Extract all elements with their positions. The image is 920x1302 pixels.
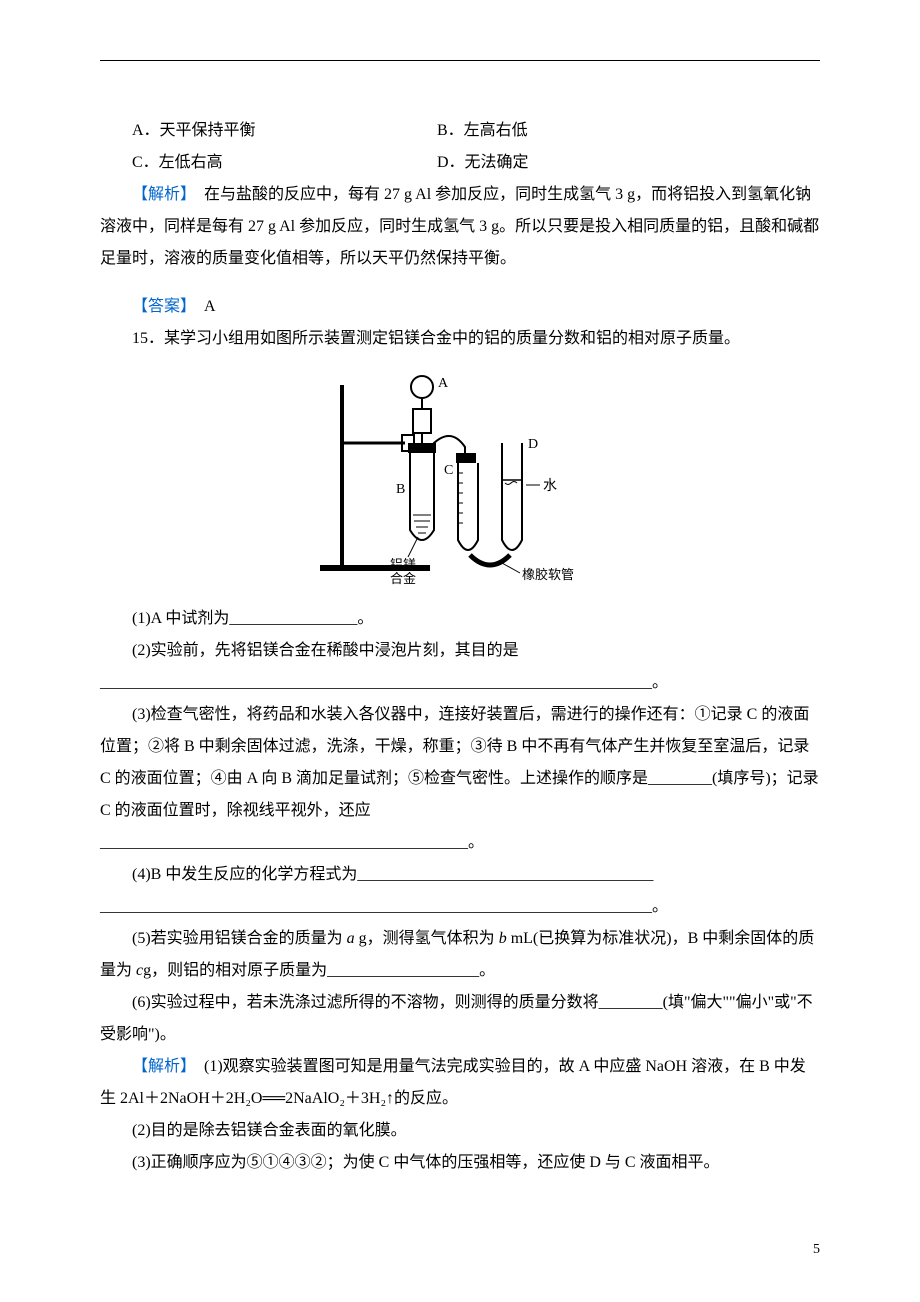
fig-label-b: B [396, 482, 405, 497]
fig-label-alloy-1: 铝镁 [390, 557, 416, 572]
q15-stem: 15．某学习小组用如图所示装置测定铝镁合金中的铝的质量分数和铝的相对原子质量。 [100, 323, 820, 355]
q15-p5-var-a: a [347, 930, 355, 947]
fig-label-alloy-2: 合金 [390, 571, 416, 585]
fig-label-c: C [444, 463, 453, 478]
q15-p4-blank: ________________________________________… [100, 891, 820, 923]
q15-p6: (6)实验过程中，若未洗涤过滤所得的不溶物，则测得的质量分数将________(… [100, 987, 820, 1051]
fig-label-a: A [438, 376, 449, 391]
option-d: D．无法确定 [437, 147, 820, 179]
q15-p3: (3)检查气密性，将药品和水装入各仪器中，连接好装置后，需进行的操作还有：①记录… [100, 699, 820, 827]
option-a: A．天平保持平衡 [132, 115, 437, 147]
analysis-label: 【解析】 [132, 186, 188, 203]
analysis2-l1-text: (1)观察实验装置图可知是用量气法完成实验目的，故 A 中应盛 NaOH 溶液，… [100, 1058, 806, 1107]
analysis-block: 【解析】 在与盐酸的反应中，每有 27 g Al 参加反应，同时生成氢气 3 g… [100, 179, 820, 275]
analysis2-l3: (3)正确顺序应为⑤①④③②；为使 C 中气体的压强相等，还应使 D 与 C 液… [100, 1147, 820, 1179]
q15-p5-b: g，测得氢气体积为 [355, 930, 499, 947]
spacer [100, 275, 820, 291]
q15-p1: (1)A 中试剂为________________。 [100, 603, 820, 635]
answer-block: 【答案】 A [100, 291, 820, 323]
q15-p2: (2)实验前，先将铝镁合金在稀酸中浸泡片刻，其目的是 [100, 635, 820, 667]
options-row-1: A．天平保持平衡 B．左高右低 [100, 115, 820, 147]
q15-p5: (5)若实验用铝镁合金的质量为 a g，测得氢气体积为 b mL(已换算为标准状… [100, 923, 820, 987]
analysis-text: 在与盐酸的反应中，每有 27 g Al 参加反应，同时生成氢气 3 g，而将铝投… [100, 186, 819, 267]
apparatus-diagram: A B C D 水 铝镁 合金 橡胶软管 [310, 365, 610, 585]
q15-p5-a: (5)若实验用铝镁合金的质量为 [132, 930, 347, 947]
q15-p5-d: g，则铝的相对原子质量为___________________。 [143, 962, 495, 979]
fig-label-d: D [528, 437, 538, 452]
analysis2-l2: (2)目的是除去铝镁合金表面的氧化膜。 [100, 1115, 820, 1147]
option-c: C．左低右高 [132, 147, 437, 179]
q15-p5-var-b: b [499, 930, 507, 947]
answer-text: A [188, 298, 216, 315]
page-number: 5 [813, 1242, 820, 1258]
option-b: B．左高右低 [437, 115, 820, 147]
q15-p3-blank: ________________________________________… [100, 827, 820, 859]
q15-p2-blank: ________________________________________… [100, 667, 820, 699]
figure-wrap: A B C D 水 铝镁 合金 橡胶软管 [100, 365, 820, 597]
fig-label-water: 水 [543, 478, 557, 494]
q15-p4: (4)B 中发生反应的化学方程式为_______________________… [100, 859, 820, 891]
answer-label: 【答案】 [132, 298, 188, 315]
analysis2-label: 【解析】 [132, 1058, 188, 1075]
top-rule [100, 60, 820, 61]
content-body: A．天平保持平衡 B．左高右低 C．左低右高 D．无法确定 【解析】 在与盐酸的… [100, 115, 820, 1179]
analysis2-l1: 【解析】 (1)观察实验装置图可知是用量气法完成实验目的，故 A 中应盛 NaO… [100, 1051, 820, 1115]
fig-label-tube: 橡胶软管 [522, 567, 574, 582]
options-row-2: C．左低右高 D．无法确定 [100, 147, 820, 179]
